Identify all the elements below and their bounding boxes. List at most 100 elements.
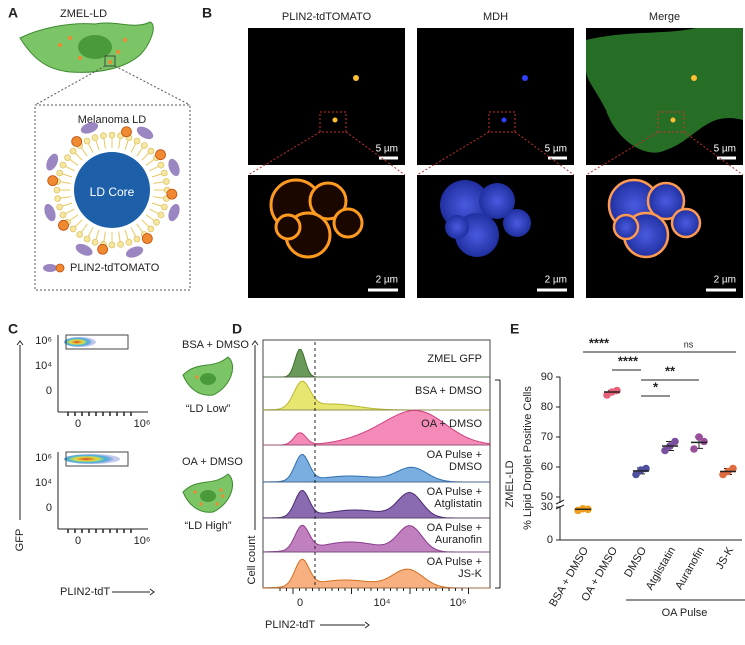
lipid-tail <box>80 223 88 234</box>
legend-protein <box>43 264 57 272</box>
scale-label: 2 µm <box>376 275 398 286</box>
lipid-tail <box>103 137 106 149</box>
axis-arrow <box>149 588 155 596</box>
row-label: ZMEL GFP <box>427 353 482 365</box>
nucleus <box>78 35 112 59</box>
y-tick-label: 10⁴ <box>35 360 52 372</box>
x-tick-label: 0 <box>75 535 81 547</box>
lipid-head <box>153 219 160 226</box>
lipid-tail <box>145 158 156 166</box>
droplet <box>648 183 684 219</box>
micrograph <box>248 28 405 165</box>
x-tick-label: 10⁴ <box>374 597 391 609</box>
x-tick-label: DMSO <box>622 545 649 580</box>
group-label: ZMEL-LD <box>504 460 516 507</box>
x-tick-label: 0 <box>75 418 81 430</box>
x-tick-label: 10⁶ <box>134 535 151 547</box>
lipid-head <box>56 203 63 211</box>
droplet <box>215 502 219 506</box>
lipid-head <box>91 239 99 246</box>
data-point <box>632 470 640 479</box>
lipid-tail <box>130 227 137 238</box>
histogram <box>262 409 491 446</box>
droplet <box>308 181 348 221</box>
lipid-head <box>133 137 141 145</box>
scale-label: 2 µm <box>545 275 567 286</box>
tdtomato-tag <box>155 149 166 161</box>
row-label: OA Pulse + <box>427 449 482 461</box>
lipid-head <box>108 241 116 249</box>
zoom-line <box>683 131 744 176</box>
lipid-head <box>161 169 168 177</box>
zoom-line <box>514 131 575 176</box>
droplet <box>614 215 638 239</box>
lipid-droplets <box>58 36 127 64</box>
droplet-rim <box>646 181 686 221</box>
lipid-tail <box>141 152 150 161</box>
significance-label: ** <box>665 363 676 378</box>
legend-tag <box>55 263 65 273</box>
lipid-head <box>163 178 170 185</box>
y-tick-label: 0 <box>547 534 553 546</box>
significance-label: * <box>653 379 659 394</box>
plin2-protein <box>136 126 154 140</box>
lipid-tail <box>68 158 79 166</box>
lipid-tail <box>151 173 163 178</box>
nucleus <box>200 490 216 502</box>
data-point <box>690 445 698 453</box>
panel-label: A <box>8 5 18 21</box>
lipid-tail <box>118 231 121 243</box>
lipid-tail <box>74 152 83 161</box>
lipid-tail <box>130 142 137 153</box>
scale-label: 5 µm <box>714 144 736 155</box>
lipid-tail <box>136 223 144 234</box>
panel-label: D <box>232 321 242 337</box>
y-tick-label: 0 <box>46 385 52 397</box>
zoom-line <box>345 131 406 176</box>
data-point <box>671 437 679 446</box>
lipid-tail <box>136 146 144 157</box>
channel-title: Merge <box>649 11 680 23</box>
y-axis-label: % Lipid Droplet Positive Cells <box>522 386 534 530</box>
x-tick-label: 10⁶ <box>134 418 151 430</box>
lipid-head <box>117 241 124 248</box>
lipid-head <box>161 203 168 211</box>
density <box>64 454 120 464</box>
panel-label: C <box>8 321 18 337</box>
significance-label: **** <box>589 335 610 350</box>
y-tick-label: 70 <box>541 431 553 443</box>
row-label: OA Pulse + <box>427 486 482 498</box>
plin2-protein <box>46 153 59 171</box>
zoom-box <box>104 55 116 67</box>
lipid-tail <box>149 165 160 172</box>
lipid-head <box>59 211 67 219</box>
zoom-line <box>585 131 659 176</box>
droplet <box>332 207 364 239</box>
zoom-line <box>247 131 321 176</box>
y-tick-label: 50 <box>541 491 553 503</box>
lipid-tail <box>153 181 165 184</box>
lipid-droplet-diagram <box>44 122 180 258</box>
lipid-head <box>157 211 165 219</box>
legend-label: PLIN2-tdTOMATO <box>70 262 160 274</box>
axis-arrow <box>251 340 259 346</box>
condition-label: OA + DMSO <box>182 456 243 468</box>
tdtomato-tag <box>97 243 109 255</box>
tdtomato-tag <box>121 126 132 138</box>
nucleus <box>200 373 216 385</box>
y-axis-label: GFP <box>14 529 26 552</box>
density <box>64 337 96 347</box>
channel-title: PLIN2-tdTOMATO <box>282 11 372 23</box>
lipid-head <box>125 239 133 246</box>
y-tick-label: 30 <box>541 501 553 513</box>
roi-box <box>488 111 516 133</box>
lipid-tail <box>80 146 88 157</box>
plin2-protein <box>125 246 144 258</box>
group-label: OA Pulse <box>662 607 708 619</box>
plin2-protein <box>80 122 99 134</box>
row-label: BSA + DMSO <box>415 385 482 397</box>
lipid-tail <box>95 139 100 151</box>
panel-label: E <box>510 321 519 337</box>
